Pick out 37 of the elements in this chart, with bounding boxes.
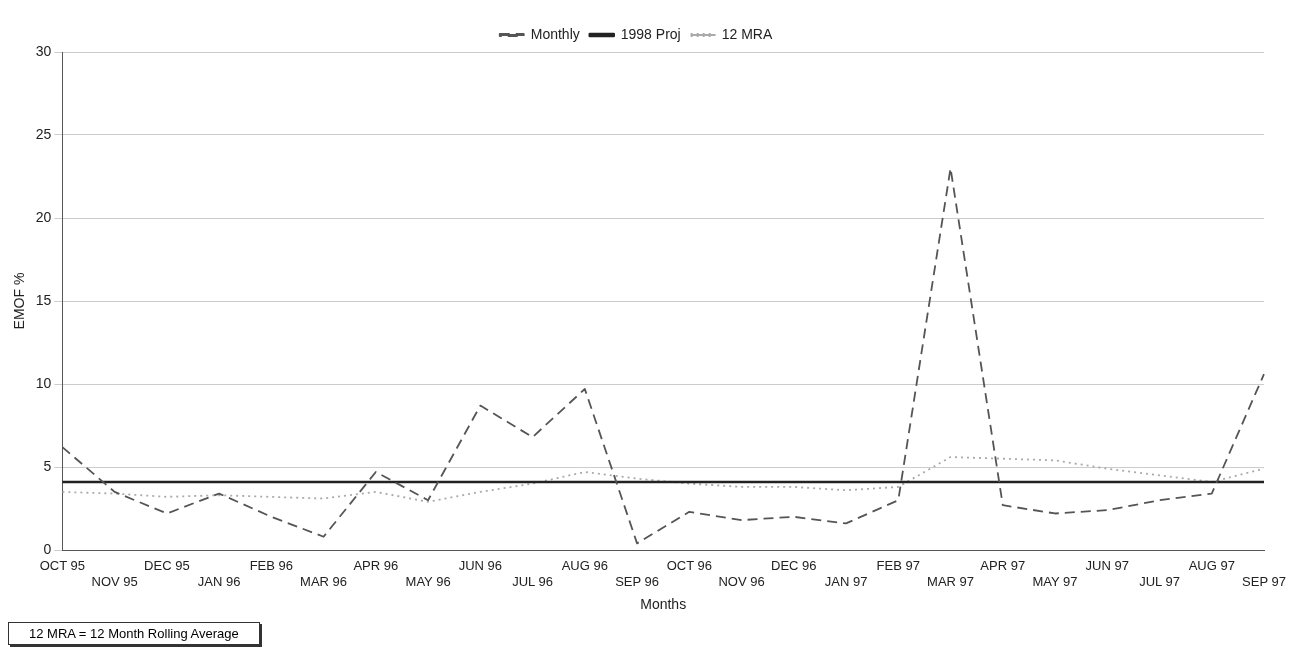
legend-label: 1998 Proj (620, 25, 681, 42)
x-tick-label: SEP 97 (1242, 573, 1286, 589)
x-tick-label: FEB 96 (249, 558, 294, 574)
x-tick-label: JUN 97 (1085, 558, 1129, 574)
x-axis-title: Months (640, 596, 687, 613)
x-tick-label: JUL 97 (1139, 573, 1180, 589)
x-tick-label: JAN 97 (824, 573, 868, 589)
y-tick-label: 25 (35, 125, 52, 142)
y-axis-title: EMOF % (11, 272, 28, 330)
y-tick-label: 30 (35, 42, 52, 59)
x-tick-label: FEB 97 (876, 558, 920, 574)
x-tick-label: OCT 95 (39, 558, 86, 574)
text: 12 MRA = 12 Month Rolling Average (8, 622, 260, 645)
x-tick-label: DEC 95 (144, 558, 190, 574)
x-tick-label: NOV 95 (91, 573, 138, 589)
x-tick-label: JUL 96 (512, 573, 553, 589)
y-tick-label: 15 (35, 291, 52, 308)
legend-label: 12 MRA (721, 25, 773, 42)
x-tick-label: DEC 96 (771, 558, 817, 574)
x-tick-label: MAY 96 (405, 573, 451, 589)
y-tick-label: 0 (43, 540, 52, 557)
legend-label: Monthly (530, 25, 580, 42)
y-tick-label: 10 (35, 374, 52, 391)
x-tick-label: JUN 96 (458, 558, 503, 574)
y-tick-label: 20 (35, 208, 52, 225)
x-tick-label: MAR 96 (300, 573, 348, 589)
x-tick-label: OCT 96 (666, 558, 712, 574)
x-tick-label: APR 96 (353, 558, 399, 574)
x-tick-label: NOV 96 (718, 573, 765, 589)
x-tick-label: APR 97 (980, 558, 1026, 574)
y-tick-label: 5 (43, 457, 52, 474)
x-tick-label: SEP 96 (615, 573, 659, 589)
x-tick-label: AUG 96 (561, 558, 608, 574)
x-tick-label: AUG 97 (1188, 558, 1235, 574)
x-tick-label: MAY 97 (1032, 573, 1078, 589)
x-tick-label: MAR 97 (927, 573, 975, 589)
x-tick-label: JAN 96 (197, 573, 241, 589)
